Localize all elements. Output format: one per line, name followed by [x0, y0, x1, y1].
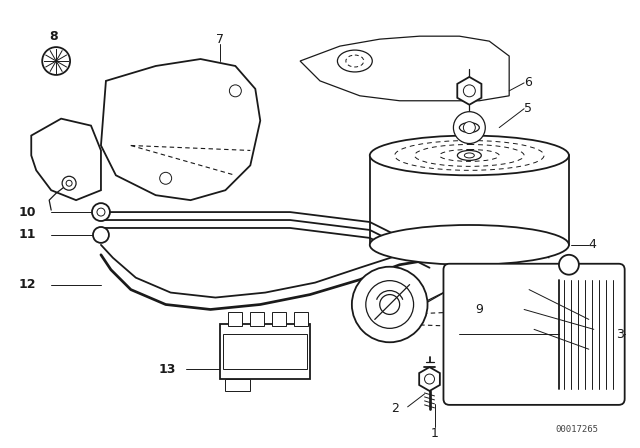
- Circle shape: [160, 172, 172, 184]
- Polygon shape: [457, 77, 481, 105]
- Ellipse shape: [370, 136, 569, 175]
- Text: 4: 4: [589, 238, 596, 251]
- Polygon shape: [300, 36, 509, 101]
- Text: 12: 12: [19, 278, 36, 291]
- Text: 9: 9: [476, 303, 483, 316]
- Text: 10: 10: [19, 206, 36, 219]
- Polygon shape: [101, 59, 260, 200]
- Text: 5: 5: [524, 102, 532, 115]
- Ellipse shape: [370, 225, 569, 265]
- Bar: [220, 324, 310, 379]
- Bar: [294, 312, 308, 326]
- Circle shape: [62, 177, 76, 190]
- Circle shape: [424, 374, 435, 384]
- Circle shape: [366, 280, 413, 328]
- Bar: [228, 312, 243, 326]
- Circle shape: [93, 227, 109, 243]
- Bar: [225, 379, 250, 391]
- Circle shape: [42, 47, 70, 75]
- Ellipse shape: [458, 151, 481, 160]
- Circle shape: [559, 255, 579, 275]
- Circle shape: [463, 85, 476, 97]
- FancyBboxPatch shape: [444, 264, 625, 405]
- Circle shape: [66, 180, 72, 186]
- Circle shape: [352, 267, 428, 342]
- Text: 13: 13: [158, 362, 175, 375]
- Circle shape: [229, 85, 241, 97]
- Text: 7: 7: [216, 33, 225, 46]
- Text: 00017265: 00017265: [556, 425, 599, 434]
- Text: 1: 1: [431, 427, 438, 440]
- Circle shape: [453, 112, 485, 143]
- Text: 11: 11: [19, 228, 36, 241]
- Circle shape: [463, 122, 476, 134]
- Ellipse shape: [460, 123, 479, 133]
- Circle shape: [97, 208, 105, 216]
- Text: 2: 2: [391, 402, 399, 415]
- Polygon shape: [31, 119, 101, 200]
- Circle shape: [92, 203, 110, 221]
- Bar: [272, 312, 286, 326]
- Bar: [223, 334, 307, 369]
- Ellipse shape: [465, 153, 474, 158]
- Bar: [250, 312, 264, 326]
- Text: 6: 6: [524, 76, 532, 90]
- Ellipse shape: [337, 50, 372, 72]
- Text: 3: 3: [616, 328, 623, 341]
- Polygon shape: [419, 367, 440, 391]
- Circle shape: [380, 294, 399, 314]
- Text: 8: 8: [49, 30, 58, 43]
